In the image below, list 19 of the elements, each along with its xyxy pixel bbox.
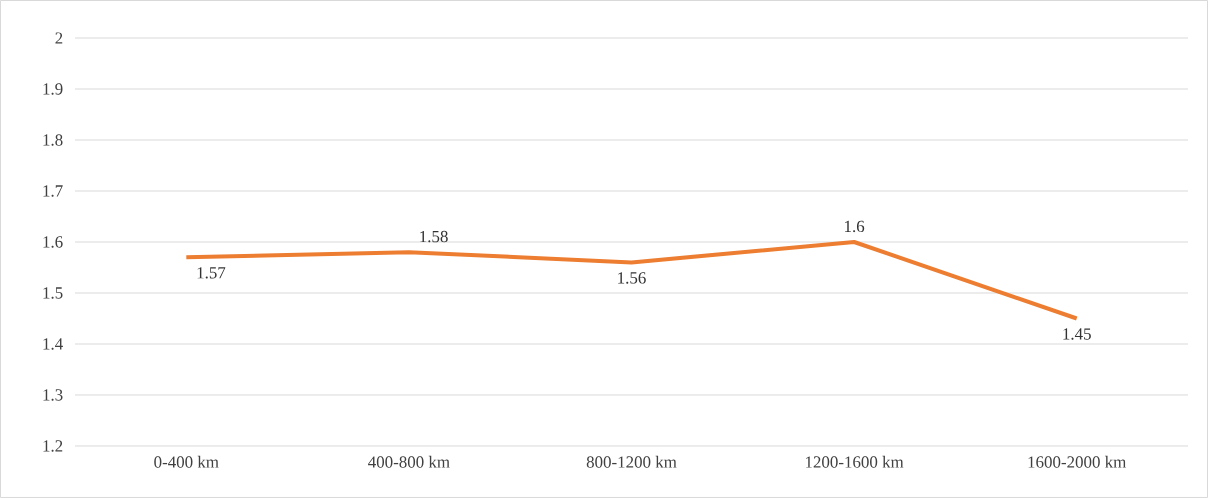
- y-tick-label: 1.2: [43, 440, 63, 452]
- y-tick-label: 1.4: [43, 338, 63, 350]
- y-tick-label: 1.9: [43, 83, 63, 95]
- y-tick-label: 1.6: [43, 236, 63, 248]
- data-label: 1.6: [845, 220, 865, 233]
- y-tick-label: 2: [55, 32, 63, 44]
- data-label: 1.45: [1063, 328, 1091, 340]
- data-label: 1.56: [618, 272, 646, 284]
- x-tick-label: 800-1200 km: [586, 455, 677, 468]
- y-tick-label: 1.8: [43, 134, 63, 146]
- x-tick-label: 1600-2000 km: [1028, 455, 1127, 468]
- data-label: 1.57: [197, 267, 226, 279]
- y-tick-label: 1.3: [43, 389, 63, 401]
- data-label: 1.58: [420, 230, 448, 243]
- y-tick-label: 1.5: [43, 287, 63, 299]
- x-tick-label: 1200-1600 km: [805, 455, 904, 468]
- x-tick-label: 0-400 km: [154, 455, 219, 468]
- x-tick-label: 400-800 km: [368, 455, 450, 468]
- y-tick-label: 1.7: [43, 185, 63, 197]
